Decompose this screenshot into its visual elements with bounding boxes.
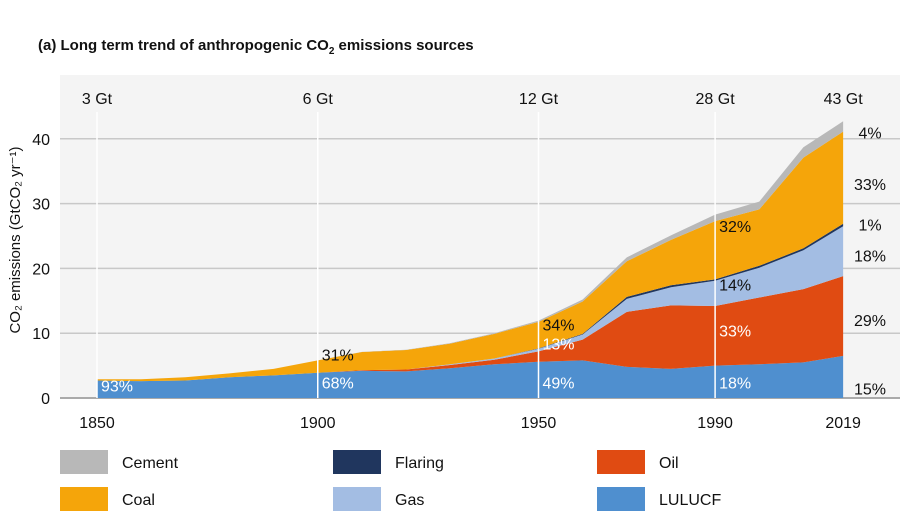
end-share-label: 33% <box>854 177 886 194</box>
legend-label: LULUCF <box>659 492 721 509</box>
share-annotation: 18% <box>719 375 751 392</box>
legend-item-gas: Gas <box>333 487 424 511</box>
legend-item-oil: Oil <box>597 450 679 474</box>
legend-label: Oil <box>659 455 679 472</box>
legend-swatch <box>597 487 645 511</box>
total-emissions-label: 6 Gt <box>303 91 334 108</box>
legend-item-lulucf: LULUCF <box>597 487 721 511</box>
legend-swatch <box>60 450 108 474</box>
legend-item-cement: Cement <box>60 450 179 474</box>
x-tick-label: 1990 <box>697 415 733 432</box>
legend-swatch <box>333 450 381 474</box>
share-annotation: 68% <box>322 375 354 392</box>
x-tick-label: 1900 <box>300 415 336 432</box>
x-tick-label: 1950 <box>521 415 557 432</box>
legend-item-coal: Coal <box>60 487 155 511</box>
end-share-label: 29% <box>854 313 886 330</box>
legend-swatch <box>333 487 381 511</box>
area-lulucf <box>97 355 844 398</box>
end-share-label: 1% <box>858 217 881 234</box>
total-emissions-label: 28 Gt <box>696 91 736 108</box>
share-annotation: 14% <box>719 277 751 294</box>
x-tick-label: 1850 <box>79 415 115 432</box>
legend-swatch <box>597 450 645 474</box>
share-annotation: 49% <box>543 375 575 392</box>
share-annotation: 34% <box>543 318 575 335</box>
end-share-label: 18% <box>854 248 886 265</box>
legend-label: Gas <box>395 492 424 509</box>
legend-label: Flaring <box>395 455 444 472</box>
legend-item-flaring: Flaring <box>333 450 444 474</box>
y-tick-label: 10 <box>32 326 50 343</box>
x-tick-label: 2019 <box>825 415 861 432</box>
share-annotation: 31% <box>322 347 354 364</box>
legend-swatch <box>60 487 108 511</box>
share-annotation: 32% <box>719 219 751 236</box>
y-axis-label: CO₂ emissions (GtCO₂ yr⁻¹) <box>7 146 24 333</box>
y-tick-label: 40 <box>32 132 50 149</box>
legend-label: Coal <box>122 492 155 509</box>
share-annotation: 13% <box>543 336 575 353</box>
chart-title: (a) Long term trend of anthropogenic CO2… <box>38 37 474 57</box>
total-emissions-label: 12 Gt <box>519 91 559 108</box>
share-annotation: 93% <box>101 379 133 396</box>
total-emissions-label: 3 Gt <box>82 91 113 108</box>
legend-label: Cement <box>122 455 179 472</box>
area-oil <box>97 276 844 382</box>
y-tick-label: 30 <box>32 197 50 214</box>
area-gas <box>97 226 844 382</box>
share-annotation: 33% <box>719 323 751 340</box>
y-tick-label: 0 <box>41 391 50 408</box>
end-share-label: 15% <box>854 381 886 398</box>
end-share-label: 4% <box>858 125 881 142</box>
area-coal <box>97 131 844 382</box>
total-emissions-label: 43 Gt <box>824 91 864 108</box>
y-tick-label: 20 <box>32 261 50 278</box>
